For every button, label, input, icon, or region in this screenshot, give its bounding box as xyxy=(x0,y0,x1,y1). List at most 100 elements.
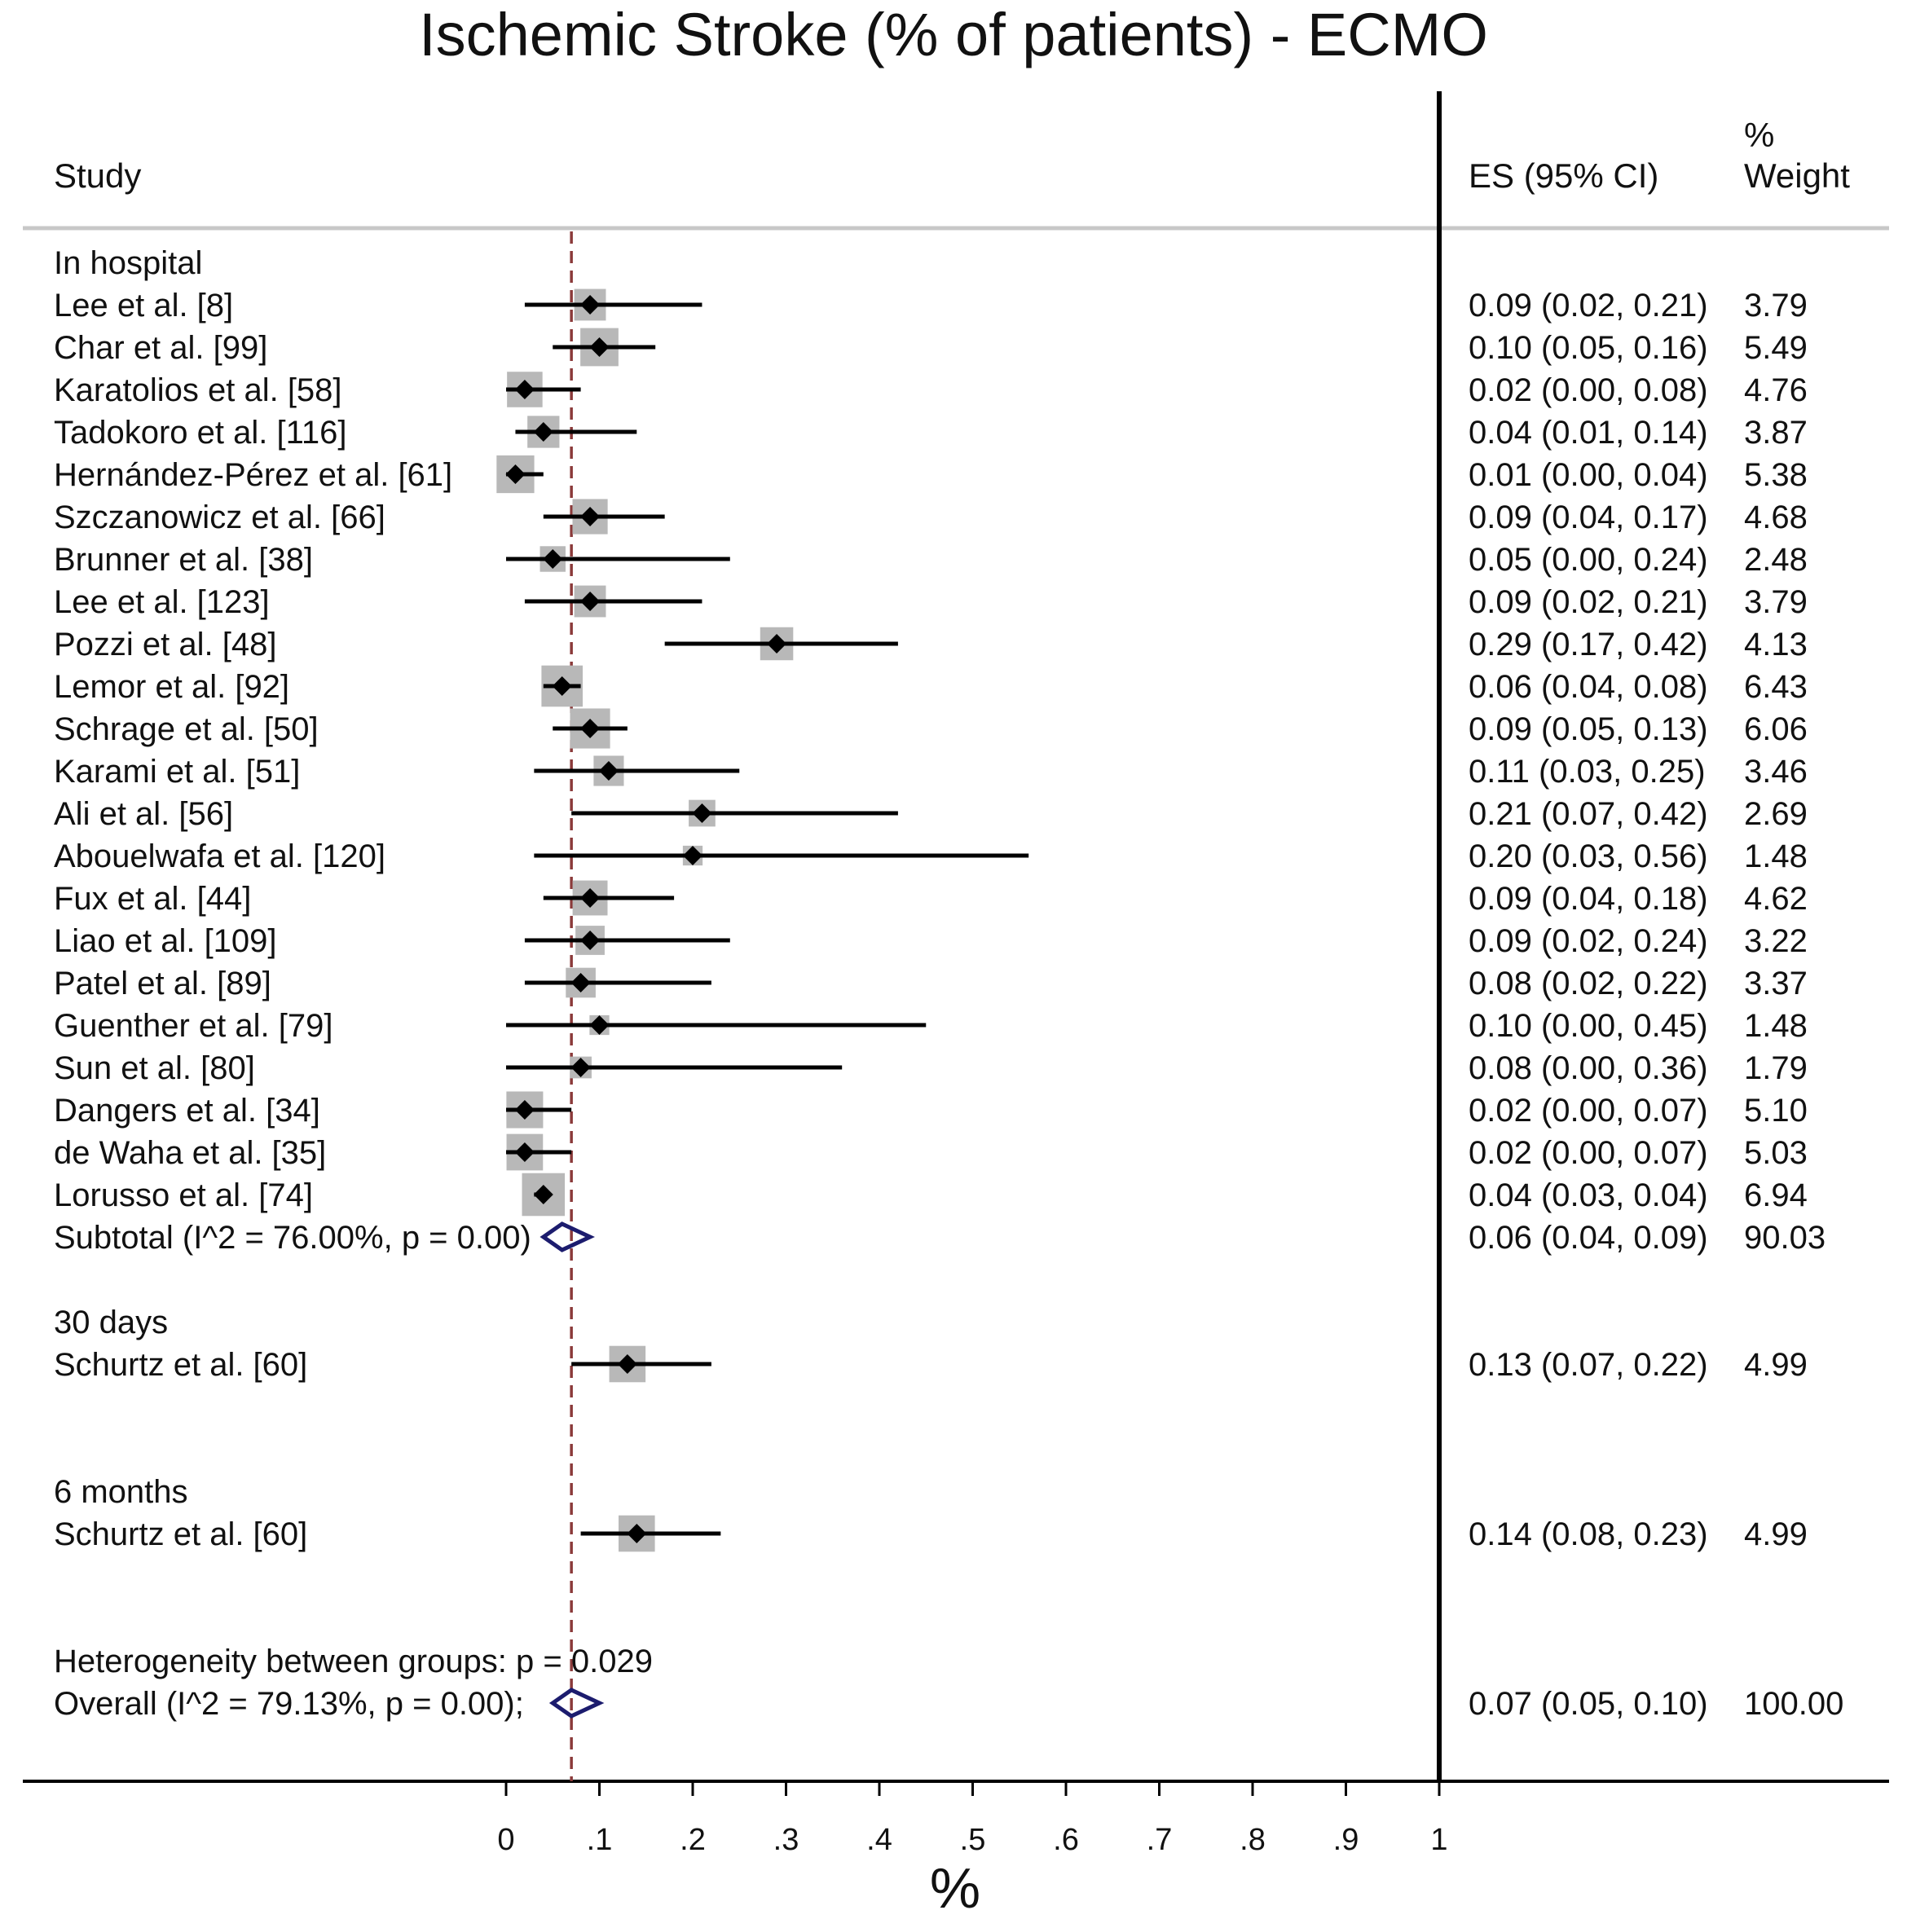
weight-value: 5.10 xyxy=(1744,1093,1808,1129)
study-name: Schurtz et al. [60] xyxy=(54,1516,307,1552)
study-name: Schurtz et al. [60] xyxy=(54,1347,307,1383)
x-tick-label: .9 xyxy=(1333,1823,1359,1857)
x-axis-ticks: 0 .1 .2 .3 .4 .5 .6 .7 .8 .9 1 xyxy=(497,1781,1448,1857)
plot-rows: In hospital Lee et al. [8] 0.09 (0.02, 0.2… xyxy=(54,245,1843,1722)
es-ci-value: 0.04 (0.03, 0.04) xyxy=(1469,1177,1708,1213)
study-name: Char et al. [99] xyxy=(54,330,267,366)
es-ci-value: 0.20 (0.03, 0.56) xyxy=(1469,838,1708,874)
point-estimate xyxy=(533,422,553,442)
study-name: Tadokoro et al. [116] xyxy=(54,415,347,451)
point-estimate xyxy=(580,719,601,738)
es-ci-value: 0.06 (0.04, 0.09) xyxy=(1469,1220,1708,1256)
study-name: Karatolios et al. [58] xyxy=(54,372,342,408)
es-ci-value: 0.08 (0.00, 0.36) xyxy=(1469,1050,1708,1086)
weight-value: 5.38 xyxy=(1744,457,1808,493)
x-tick-label: .7 xyxy=(1147,1823,1173,1857)
point-estimate xyxy=(589,1015,610,1035)
weight-value: 1.48 xyxy=(1744,1008,1808,1044)
weight-value: 5.49 xyxy=(1744,330,1808,366)
header-study: Study xyxy=(54,156,141,195)
header-weight: Weight xyxy=(1744,156,1850,195)
es-ci-value: 0.05 (0.00, 0.24) xyxy=(1469,542,1708,578)
weight-value: 4.99 xyxy=(1744,1347,1808,1383)
es-ci-value: 0.09 (0.04, 0.18) xyxy=(1469,881,1708,917)
study-name: Brunner et al. [38] xyxy=(54,542,313,578)
point-estimate xyxy=(580,931,601,950)
x-tick-label: .6 xyxy=(1053,1823,1079,1857)
point-estimate xyxy=(514,1100,535,1120)
point-estimate xyxy=(570,973,591,992)
point-estimate xyxy=(692,803,712,823)
study-name: Liao et al. [109] xyxy=(54,923,277,959)
group-label: 30 days xyxy=(54,1305,168,1340)
es-ci-value: 0.01 (0.00, 0.04) xyxy=(1469,457,1708,493)
weight-value: 5.03 xyxy=(1744,1135,1808,1171)
weight-value: 4.13 xyxy=(1744,627,1808,662)
es-ci-value: 0.02 (0.00, 0.08) xyxy=(1469,372,1708,408)
es-ci-value: 0.08 (0.02, 0.22) xyxy=(1469,966,1708,1001)
study-name: Sun et al. [80] xyxy=(54,1050,255,1086)
study-name: Lee et al. [8] xyxy=(54,288,233,323)
weight-value: 2.69 xyxy=(1744,796,1808,832)
study-name: Abouelwafa et al. [120] xyxy=(54,838,385,874)
study-name: Guenther et al. [79] xyxy=(54,1008,333,1044)
weight-value: 4.76 xyxy=(1744,372,1808,408)
study-name: de Waha et al. [35] xyxy=(54,1135,326,1171)
point-estimate xyxy=(570,1058,591,1077)
weight-value: 3.46 xyxy=(1744,754,1808,790)
point-estimate xyxy=(598,761,619,781)
weight-value: 100.00 xyxy=(1744,1686,1843,1722)
weight-value: 3.37 xyxy=(1744,966,1808,1001)
weight-value: 6.94 xyxy=(1744,1177,1808,1213)
point-estimate xyxy=(580,592,601,611)
point-estimate xyxy=(580,507,601,526)
header-weight-pct: % xyxy=(1744,116,1774,154)
header-es: ES (95% CI) xyxy=(1469,156,1658,195)
weight-value: 1.79 xyxy=(1744,1050,1808,1086)
overall-label: Overall (I^2 = 79.13%, p = 0.00); xyxy=(54,1686,524,1722)
point-estimate xyxy=(767,634,787,654)
weight-value: 90.03 xyxy=(1744,1220,1826,1256)
point-estimate xyxy=(589,337,610,357)
es-ci-value: 0.09 (0.05, 0.13) xyxy=(1469,711,1708,747)
x-tick-label: .3 xyxy=(773,1823,799,1857)
x-tick-label: 1 xyxy=(1430,1823,1447,1857)
x-tick-label: 0 xyxy=(497,1823,514,1857)
weight-value: 2.48 xyxy=(1744,542,1808,578)
es-ci-value: 0.09 (0.02, 0.24) xyxy=(1469,923,1708,959)
point-estimate xyxy=(505,464,526,484)
es-ci-value: 0.04 (0.01, 0.14) xyxy=(1469,415,1708,451)
chart-title: Ischemic Stroke (% of patients) - ECMO xyxy=(419,1,1488,68)
es-ci-value: 0.06 (0.04, 0.08) xyxy=(1469,669,1708,705)
study-name: Szczanowicz et al. [66] xyxy=(54,500,385,535)
study-name: Ali et al. [56] xyxy=(54,796,233,832)
weight-value: 3.22 xyxy=(1744,923,1808,959)
es-ci-value: 0.02 (0.00, 0.07) xyxy=(1469,1135,1708,1171)
x-tick-label: .2 xyxy=(680,1823,706,1857)
es-ci-value: 0.02 (0.00, 0.07) xyxy=(1469,1093,1708,1129)
x-tick-label: .8 xyxy=(1240,1823,1266,1857)
overall-diamond xyxy=(548,1688,605,1719)
study-name: Fux et al. [44] xyxy=(54,881,251,917)
x-axis-label: % xyxy=(930,1856,980,1920)
weight-value: 3.79 xyxy=(1744,288,1808,323)
point-estimate xyxy=(514,380,535,399)
weight-value: 3.87 xyxy=(1744,415,1808,451)
es-ci-value: 0.21 (0.07, 0.42) xyxy=(1469,796,1708,832)
point-estimate xyxy=(683,846,702,865)
es-ci-value: 0.13 (0.07, 0.22) xyxy=(1469,1347,1708,1383)
study-name: Lee et al. [123] xyxy=(54,584,270,620)
group-label: 6 months xyxy=(54,1474,188,1510)
study-name: Hernández-Pérez et al. [61] xyxy=(54,457,452,493)
study-name: Lorusso et al. [74] xyxy=(54,1177,313,1213)
weight-value: 4.99 xyxy=(1744,1516,1808,1552)
es-ci-value: 0.14 (0.08, 0.23) xyxy=(1469,1516,1708,1552)
study-name: Schrage et al. [50] xyxy=(54,711,319,747)
point-estimate xyxy=(552,676,572,696)
study-name: Patel et al. [89] xyxy=(54,966,271,1001)
study-name: Dangers et al. [34] xyxy=(54,1093,320,1129)
weight-value: 6.06 xyxy=(1744,711,1808,747)
es-ci-value: 0.10 (0.00, 0.45) xyxy=(1469,1008,1708,1044)
weight-value: 1.48 xyxy=(1744,838,1808,874)
x-tick-label: .5 xyxy=(960,1823,986,1857)
